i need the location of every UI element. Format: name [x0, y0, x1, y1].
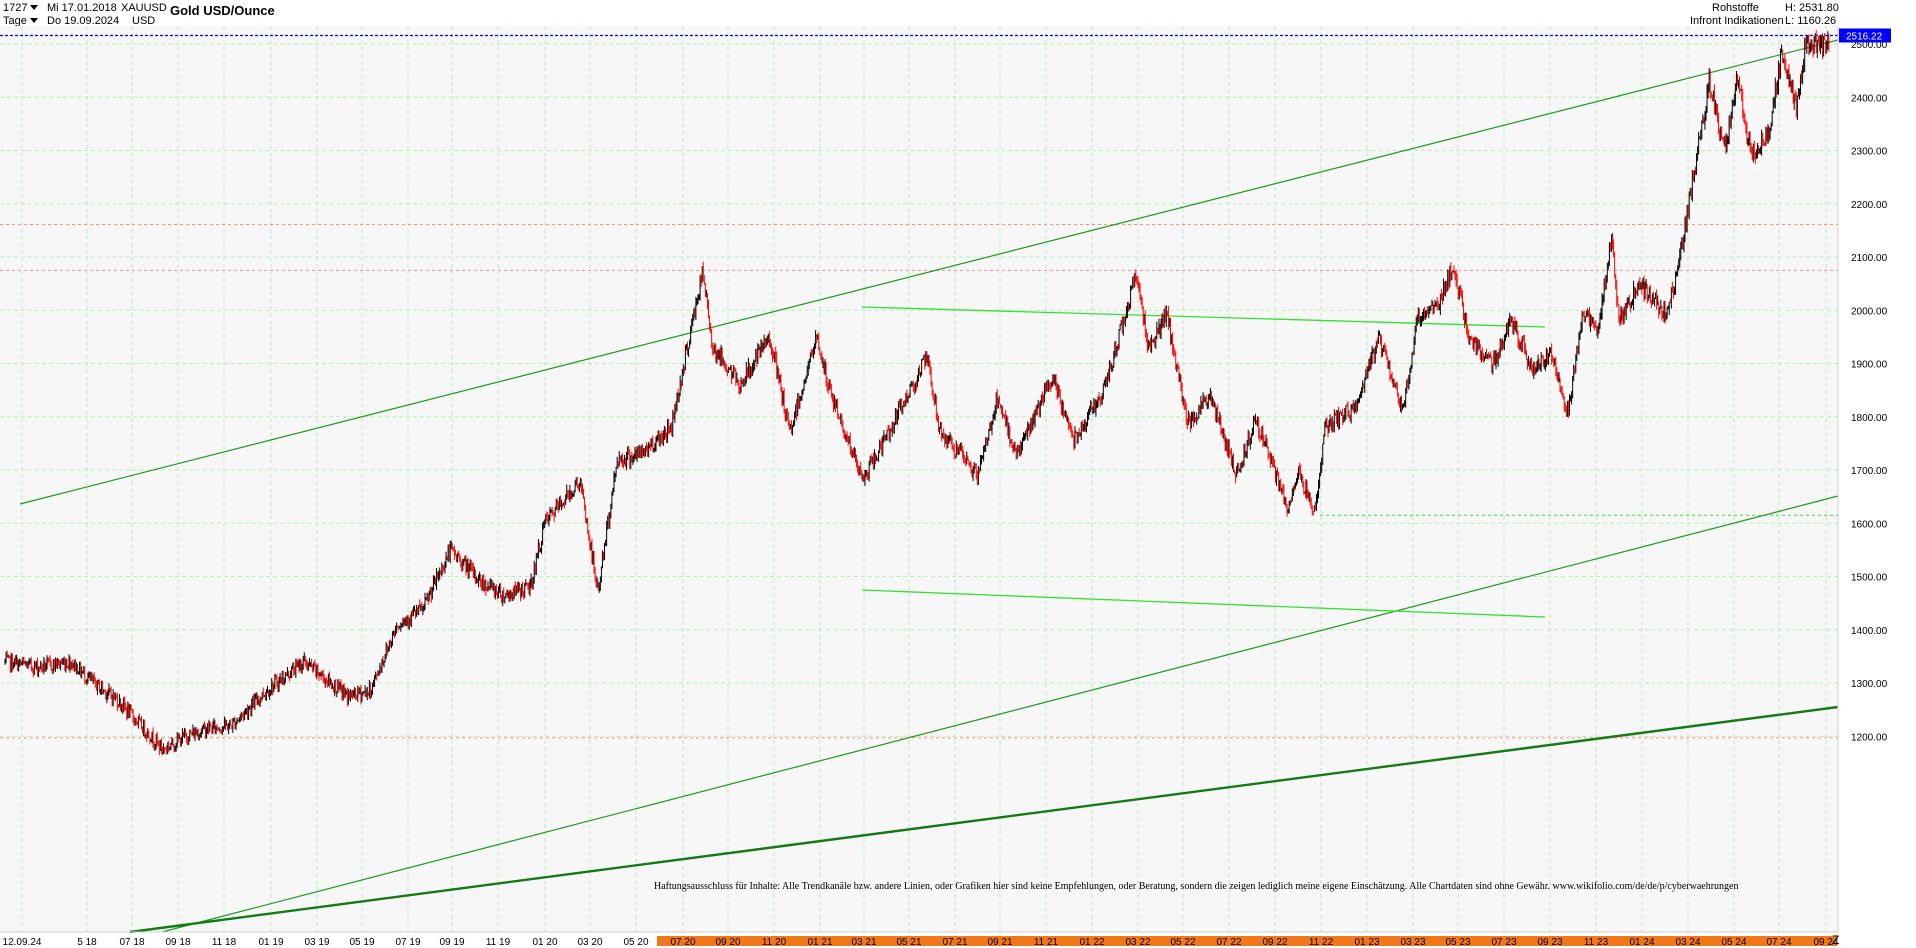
period-dropdown-icon[interactable] [29, 18, 38, 24]
disclaimer-text: Haftungsausschluss für Inhalte: Alle Tre… [654, 881, 1739, 892]
x-tick-label: 09 21 [987, 937, 1012, 948]
x-tick-label: 03 19 [304, 937, 329, 948]
start-date: Mi 17.01.2018 [47, 2, 117, 14]
bar-count-dropdown-icon[interactable] [30, 5, 39, 11]
x-tick-label: 07 18 [119, 937, 144, 948]
x-tick-label: 03 20 [577, 937, 602, 948]
x-tick-label: 05 22 [1170, 937, 1195, 948]
x-tick-label: 01 24 [1629, 937, 1654, 948]
x-tick-label: 11 19 [486, 937, 511, 948]
x-tick-label: 07 23 [1491, 937, 1516, 948]
zoom-button[interactable]: Z [1832, 933, 1840, 947]
y-tick-label: 2200.00 [1851, 200, 1888, 211]
low-label: L: 1160.26 [1785, 15, 1837, 27]
x-tick-label: 09 23 [1537, 937, 1562, 948]
x-tick-label: 03 23 [1400, 937, 1425, 948]
period-selector[interactable]: Tage [3, 15, 41, 28]
y-tick-label: 2100.00 [1851, 253, 1888, 264]
y-tick-label: 1600.00 [1851, 519, 1888, 530]
x-axis: 12.09.24 5 18 07 18 09 18 11 18 01 19 03 19 05 … [0, 931, 1839, 948]
trendlines [19, 39, 1839, 934]
x-tick-label: 03 22 [1125, 937, 1150, 948]
x-tick-label: 07 21 [942, 937, 967, 948]
y-tick-label: 2400.00 [1851, 93, 1888, 104]
x-tick-label: 12.09.24 [3, 937, 42, 948]
y-tick-label: 1900.00 [1851, 360, 1888, 371]
x-tick-label: 01 23 [1354, 937, 1379, 948]
x-tick-label: 07 20 [670, 937, 695, 948]
upper-channel-line [19, 39, 1839, 505]
y-tick-label: 1200.00 [1851, 732, 1888, 743]
high-label: H: 2531.80 [1785, 2, 1839, 14]
x-tick-label: 09 18 [165, 937, 190, 948]
x-tick-label: 11 23 [1584, 937, 1609, 948]
x-tick-label: 07 22 [1216, 937, 1241, 948]
x-tick-label: 07 19 [395, 937, 420, 948]
chart-title: Gold USD/Ounce [170, 3, 275, 18]
x-tick-label: 01 22 [1079, 937, 1104, 948]
y-tick-label: 2000.00 [1851, 306, 1888, 317]
x-tick-label: 05 20 [623, 937, 648, 948]
currency: USD [132, 15, 156, 27]
category-label: Rohstoffe [1712, 2, 1759, 14]
long-term-support-line [129, 705, 1839, 934]
plot-area [0, 26, 1838, 932]
x-tick-label: 11 18 [212, 937, 237, 948]
x-tick-label: 01 20 [532, 937, 557, 948]
x-tick-label: 11 22 [1309, 937, 1334, 948]
bar-count: 1727 [3, 2, 41, 15]
highlight-band [657, 936, 1837, 946]
y-tick-label: 2500.00 [1851, 40, 1888, 51]
x-tick-label: 01 19 [258, 937, 283, 948]
x-tick-label: 09 24 [1813, 937, 1838, 948]
lower-consolidation-line [861, 589, 1546, 618]
y-tick-label: 1300.00 [1851, 679, 1888, 690]
x-tick-label: 09 22 [1262, 937, 1287, 948]
x-tick-label: 11 21 [1034, 937, 1059, 948]
x-tick-label: 09 20 [715, 937, 740, 948]
y-tick-label: 2300.00 [1851, 147, 1888, 158]
symbol: XAUUSD [121, 2, 167, 14]
x-tick-label: 03 21 [851, 937, 876, 948]
end-date: Do 19.09.2024 [47, 15, 120, 27]
y-tick-label: 1800.00 [1851, 413, 1888, 424]
y-tick-label: 1500.00 [1851, 573, 1888, 584]
lower-channel-line [161, 495, 1839, 933]
x-tick-label: 07 24 [1766, 937, 1791, 948]
current-price-marker: 2516.22 [1839, 28, 1891, 43]
x-tick-label: 05 23 [1445, 937, 1470, 948]
horizontal-levels [0, 34, 1838, 739]
x-tick-label: 11 20 [762, 937, 787, 948]
current-price-label: 2516.22 [1846, 31, 1883, 42]
x-tick-label: 05 24 [1721, 937, 1746, 948]
candles [4, 30, 1830, 756]
grid [0, 26, 1838, 932]
provider-label: Infront Indikationen [1690, 15, 1784, 27]
x-tick-label: 05 19 [349, 937, 374, 948]
upper-consolidation-line [861, 306, 1546, 328]
current-price-box [1839, 28, 1891, 43]
y-axis: 2500.00 2400.00 2300.00 2200.00 2100.00 2000.… [1837, 26, 1888, 932]
x-tick-label: 05 21 [896, 937, 921, 948]
y-tick-label: 1400.00 [1851, 626, 1888, 637]
x-tick-label: 03 24 [1675, 937, 1700, 948]
y-tick-label: 1700.00 [1851, 466, 1888, 477]
x-tick-label: 5 18 [77, 937, 97, 948]
x-axis-highlight [657, 936, 1837, 946]
x-tick-label: 09 19 [439, 937, 464, 948]
x-tick-label: 01 21 [807, 937, 832, 948]
